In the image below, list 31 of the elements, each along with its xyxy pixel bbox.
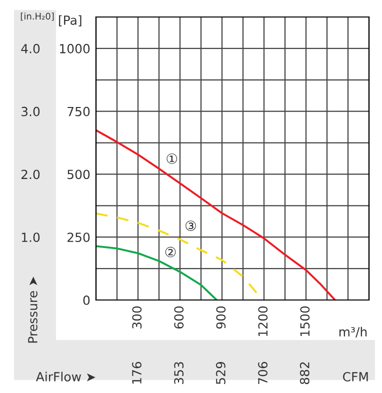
- y-tick-label: 1000: [60, 44, 90, 54]
- y2-tick-label: 4.0: [21, 44, 40, 54]
- y2-axis-title: [in.H₂0]: [20, 12, 54, 21]
- line-series: [96, 212, 260, 296]
- annotation: ①: [166, 153, 178, 164]
- y2-tick-label: 1.0: [22, 232, 40, 242]
- x2-tick-label: 176: [132, 362, 142, 384]
- text: AirFlow ➤: [36, 372, 96, 382]
- x2-tick-label: 529: [216, 362, 226, 384]
- annotation: ②: [165, 246, 176, 258]
- y-tick-label: 500: [68, 170, 90, 180]
- line-series: [96, 245, 218, 300]
- x-tick-label: 900: [216, 306, 226, 329]
- x-tick-label: 1500: [300, 306, 310, 336]
- x2-tick-label: 882: [300, 362, 310, 384]
- text: Pressure ➤: [28, 276, 38, 343]
- x-axis-title: m³/h: [339, 326, 367, 338]
- x-tick-label: 300: [132, 306, 142, 328]
- x2-tick-label: 353: [174, 362, 184, 384]
- line-series: [96, 129, 336, 300]
- y2-tick-label: 2.0: [21, 170, 40, 180]
- y2-tick-label: 3.0: [22, 106, 40, 116]
- y-tick-label: 250: [68, 232, 90, 242]
- y-tick-label: 750: [68, 106, 90, 116]
- x-tick-label: 600: [174, 306, 184, 329]
- y-tick-label: 0: [83, 295, 90, 305]
- y-axis-title: [Pa]: [59, 15, 82, 26]
- annotation: ③: [186, 220, 196, 231]
- x2-axis-title: CFM: [343, 372, 368, 382]
- x-tick-label: 1200: [258, 306, 268, 336]
- x2-tick-label: 706: [258, 362, 268, 384]
